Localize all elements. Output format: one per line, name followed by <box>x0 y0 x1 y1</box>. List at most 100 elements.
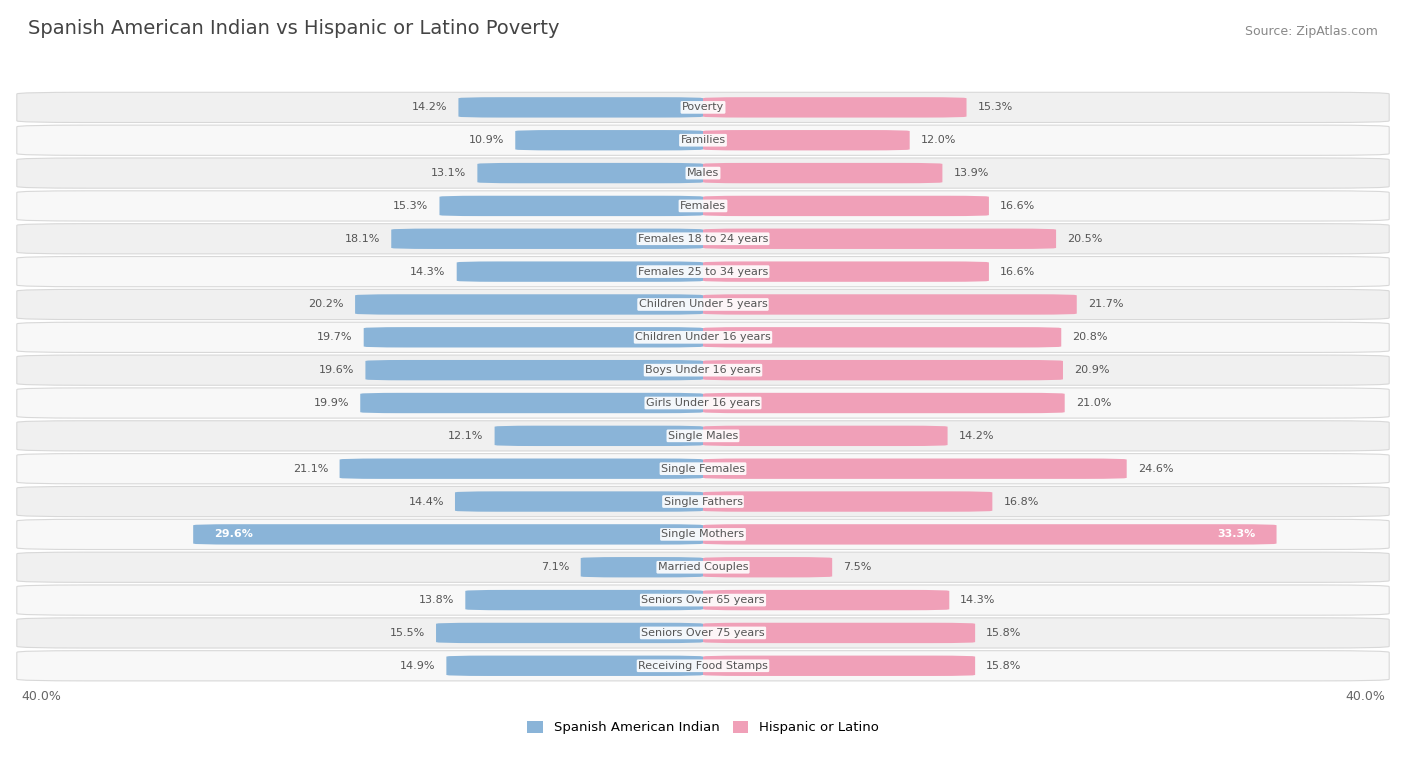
FancyBboxPatch shape <box>465 590 703 610</box>
FancyBboxPatch shape <box>17 618 1389 648</box>
Text: 33.3%: 33.3% <box>1218 529 1256 540</box>
Legend: Spanish American Indian, Hispanic or Latino: Spanish American Indian, Hispanic or Lat… <box>522 716 884 740</box>
FancyBboxPatch shape <box>17 487 1389 517</box>
Text: 21.0%: 21.0% <box>1076 398 1111 408</box>
Text: 14.3%: 14.3% <box>960 595 995 605</box>
FancyBboxPatch shape <box>17 158 1389 188</box>
FancyBboxPatch shape <box>703 327 1062 347</box>
Text: 13.9%: 13.9% <box>953 168 988 178</box>
Text: 14.3%: 14.3% <box>411 267 446 277</box>
Text: Source: ZipAtlas.com: Source: ZipAtlas.com <box>1244 25 1378 38</box>
FancyBboxPatch shape <box>17 453 1389 484</box>
Text: 40.0%: 40.0% <box>1346 690 1385 703</box>
Text: 24.6%: 24.6% <box>1137 464 1173 474</box>
FancyBboxPatch shape <box>356 294 703 315</box>
Text: Children Under 5 years: Children Under 5 years <box>638 299 768 309</box>
Text: 15.3%: 15.3% <box>977 102 1012 112</box>
Text: Seniors Over 65 years: Seniors Over 65 years <box>641 595 765 605</box>
FancyBboxPatch shape <box>703 590 949 610</box>
Text: Females: Females <box>681 201 725 211</box>
Text: 20.9%: 20.9% <box>1074 365 1109 375</box>
Text: 15.5%: 15.5% <box>389 628 425 638</box>
Text: 13.1%: 13.1% <box>432 168 467 178</box>
Text: Girls Under 16 years: Girls Under 16 years <box>645 398 761 408</box>
Text: Spanish American Indian vs Hispanic or Latino Poverty: Spanish American Indian vs Hispanic or L… <box>28 19 560 38</box>
Text: 29.6%: 29.6% <box>214 529 253 540</box>
Text: 18.1%: 18.1% <box>344 233 380 244</box>
Text: 13.8%: 13.8% <box>419 595 454 605</box>
Text: 20.5%: 20.5% <box>1067 233 1102 244</box>
FancyBboxPatch shape <box>17 552 1389 582</box>
FancyBboxPatch shape <box>703 459 1126 479</box>
Text: 19.7%: 19.7% <box>318 332 353 343</box>
Text: Females 25 to 34 years: Females 25 to 34 years <box>638 267 768 277</box>
Text: Single Females: Single Females <box>661 464 745 474</box>
Text: 21.7%: 21.7% <box>1088 299 1123 309</box>
Text: 16.6%: 16.6% <box>1000 267 1035 277</box>
FancyBboxPatch shape <box>703 426 948 446</box>
FancyBboxPatch shape <box>17 650 1389 681</box>
Text: Poverty: Poverty <box>682 102 724 112</box>
FancyBboxPatch shape <box>391 229 703 249</box>
FancyBboxPatch shape <box>703 294 1077 315</box>
FancyBboxPatch shape <box>457 262 703 282</box>
FancyBboxPatch shape <box>581 557 703 578</box>
FancyBboxPatch shape <box>17 585 1389 615</box>
FancyBboxPatch shape <box>17 191 1389 221</box>
Text: Single Males: Single Males <box>668 431 738 441</box>
FancyBboxPatch shape <box>703 557 832 578</box>
FancyBboxPatch shape <box>456 491 703 512</box>
Text: 16.6%: 16.6% <box>1000 201 1035 211</box>
FancyBboxPatch shape <box>436 623 703 643</box>
FancyBboxPatch shape <box>703 491 993 512</box>
Text: 15.8%: 15.8% <box>986 661 1022 671</box>
Text: Receiving Food Stamps: Receiving Food Stamps <box>638 661 768 671</box>
FancyBboxPatch shape <box>703 623 976 643</box>
FancyBboxPatch shape <box>364 327 703 347</box>
FancyBboxPatch shape <box>17 519 1389 550</box>
Text: Single Mothers: Single Mothers <box>661 529 745 540</box>
Text: 7.1%: 7.1% <box>541 562 569 572</box>
Text: 14.9%: 14.9% <box>399 661 436 671</box>
FancyBboxPatch shape <box>440 196 703 216</box>
FancyBboxPatch shape <box>495 426 703 446</box>
Text: 12.0%: 12.0% <box>921 135 956 146</box>
Text: Seniors Over 75 years: Seniors Over 75 years <box>641 628 765 638</box>
Text: 21.1%: 21.1% <box>294 464 329 474</box>
FancyBboxPatch shape <box>703 525 1277 544</box>
FancyBboxPatch shape <box>17 290 1389 320</box>
Text: 14.2%: 14.2% <box>959 431 994 441</box>
FancyBboxPatch shape <box>703 656 976 676</box>
FancyBboxPatch shape <box>17 421 1389 451</box>
FancyBboxPatch shape <box>17 355 1389 385</box>
FancyBboxPatch shape <box>703 163 942 183</box>
Text: Single Fathers: Single Fathers <box>664 496 742 506</box>
FancyBboxPatch shape <box>17 125 1389 155</box>
Text: Females 18 to 24 years: Females 18 to 24 years <box>638 233 768 244</box>
FancyBboxPatch shape <box>360 393 703 413</box>
FancyBboxPatch shape <box>703 262 988 282</box>
Text: Families: Families <box>681 135 725 146</box>
Text: Boys Under 16 years: Boys Under 16 years <box>645 365 761 375</box>
Text: 10.9%: 10.9% <box>468 135 505 146</box>
FancyBboxPatch shape <box>366 360 703 381</box>
Text: 20.2%: 20.2% <box>308 299 344 309</box>
FancyBboxPatch shape <box>17 322 1389 352</box>
Text: 7.5%: 7.5% <box>844 562 872 572</box>
FancyBboxPatch shape <box>703 130 910 150</box>
Text: 16.8%: 16.8% <box>1004 496 1039 506</box>
FancyBboxPatch shape <box>478 163 703 183</box>
Text: Males: Males <box>688 168 718 178</box>
FancyBboxPatch shape <box>340 459 703 479</box>
Text: Children Under 16 years: Children Under 16 years <box>636 332 770 343</box>
FancyBboxPatch shape <box>17 92 1389 123</box>
FancyBboxPatch shape <box>17 224 1389 254</box>
Text: 19.6%: 19.6% <box>319 365 354 375</box>
Text: 19.9%: 19.9% <box>314 398 349 408</box>
FancyBboxPatch shape <box>703 229 1056 249</box>
FancyBboxPatch shape <box>17 256 1389 287</box>
FancyBboxPatch shape <box>703 196 988 216</box>
Text: 20.8%: 20.8% <box>1073 332 1108 343</box>
Text: 14.4%: 14.4% <box>409 496 444 506</box>
FancyBboxPatch shape <box>703 97 966 117</box>
